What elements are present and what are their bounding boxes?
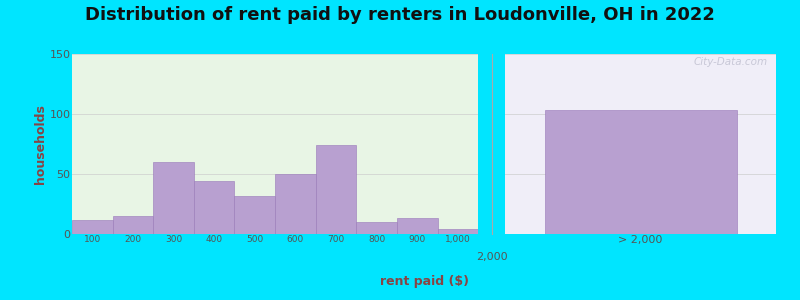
Bar [275, 174, 316, 234]
Bar [316, 145, 356, 234]
Bar [397, 218, 438, 234]
Text: Distribution of rent paid by renters in Loudonville, OH in 2022: Distribution of rent paid by renters in … [85, 6, 715, 24]
Y-axis label: households: households [34, 104, 47, 184]
Bar [72, 220, 113, 234]
Text: rent paid ($): rent paid ($) [379, 275, 469, 288]
Text: City-Data.com: City-Data.com [694, 57, 768, 67]
Bar [356, 222, 397, 234]
Bar [113, 216, 154, 234]
Bar [545, 110, 737, 234]
Bar [194, 181, 234, 234]
Bar [438, 229, 478, 234]
Bar [154, 162, 194, 234]
Bar [234, 196, 275, 234]
Text: 2,000: 2,000 [476, 252, 507, 262]
